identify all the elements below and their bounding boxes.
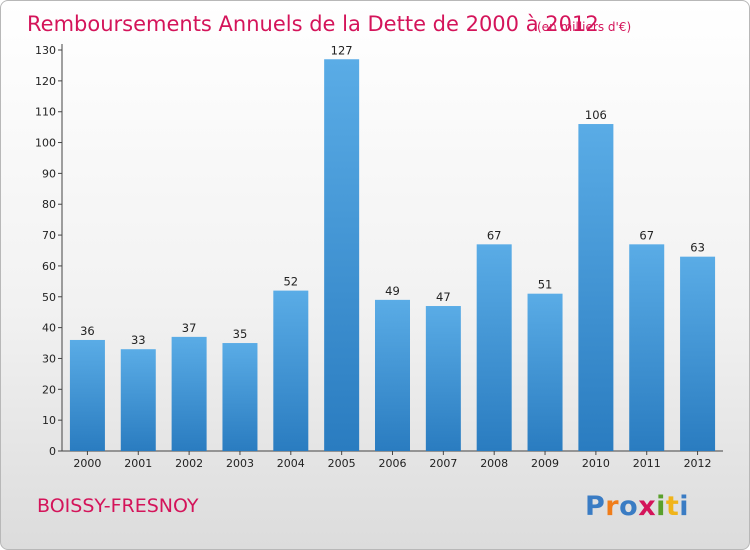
x-tick-label: 2004 (277, 457, 305, 470)
data-label: 49 (385, 284, 400, 298)
data-label: 51 (538, 278, 553, 292)
x-tick-label: 2011 (633, 457, 661, 470)
x-tick-label: 2000 (73, 457, 101, 470)
bar-2011 (629, 244, 665, 451)
y-tick-label: 0 (49, 445, 56, 458)
x-tick-label: 2002 (175, 457, 203, 470)
bar-2005 (324, 59, 360, 451)
logo-letter: P (585, 491, 606, 522)
data-label: 63 (690, 241, 705, 255)
bar-2008 (476, 244, 512, 451)
chart-title: Remboursements Annuels de la Dette de 20… (27, 12, 599, 36)
x-tick-label: 2003 (226, 457, 254, 470)
y-tick-label: 100 (35, 137, 56, 150)
y-tick-label: 80 (42, 198, 56, 211)
y-tick-label: 70 (42, 229, 56, 242)
bar-2002 (171, 336, 207, 451)
logo-letter: t (665, 491, 680, 522)
data-label: 106 (585, 108, 607, 122)
bar-2006 (375, 299, 410, 451)
x-tick-label: 2010 (582, 457, 610, 470)
bar-2001 (120, 349, 156, 451)
data-label: 52 (283, 275, 298, 289)
x-tick-label: 2005 (328, 457, 356, 470)
bar-2000 (69, 339, 105, 451)
x-tick-label: 2008 (480, 457, 508, 470)
y-tick-label: 60 (42, 260, 56, 273)
y-tick-label: 10 (42, 414, 56, 427)
y-tick-label: 30 (42, 352, 56, 365)
bar-2007 (425, 306, 461, 451)
x-tick-label: 2007 (429, 457, 457, 470)
x-tick-label: 2009 (531, 457, 559, 470)
x-tick-label: 2006 (379, 457, 407, 470)
y-tick-label: 40 (42, 322, 56, 335)
bar-2004 (273, 290, 309, 451)
y-tick-label: 50 (42, 291, 56, 304)
logo-letter: r (605, 491, 620, 522)
bar-2012 (680, 256, 716, 451)
bar-2003 (222, 343, 258, 451)
data-label: 127 (331, 43, 353, 57)
x-tick-label: 2012 (684, 457, 712, 470)
data-label: 33 (131, 333, 146, 347)
proxiti-logo: Proxiti (585, 491, 689, 522)
data-label: 47 (436, 290, 451, 304)
logo-letter: i (656, 491, 666, 522)
data-label: 36 (80, 324, 95, 338)
bar-series: 36 33 37 35 52 127 49 47 67 51 106 67 63 (69, 43, 716, 452)
y-tick-label: 20 (42, 383, 56, 396)
logo-letter: i (679, 491, 690, 522)
data-label: 67 (487, 228, 502, 242)
chart-subtitle: (en milliers d'€) (537, 20, 631, 34)
logo-letter: o (619, 491, 639, 522)
bar-2009 (527, 293, 563, 451)
chart-axes: 0 10 20 30 40 50 60 70 80 90 100 110 120 130 2000 2001 2… (35, 44, 723, 470)
x-tick-label: 2001 (124, 457, 152, 470)
y-tick-label: 110 (35, 106, 56, 119)
y-tick-label: 90 (42, 167, 56, 180)
data-label: 35 (233, 327, 248, 341)
data-label: 67 (639, 228, 654, 242)
y-tick-label: 130 (35, 44, 56, 57)
bar-2010 (578, 124, 614, 452)
data-label: 37 (182, 321, 197, 335)
city-name: BOISSY-FRESNOY (37, 495, 199, 517)
y-tick-label: 120 (35, 75, 56, 88)
logo-letter: x (638, 491, 657, 522)
